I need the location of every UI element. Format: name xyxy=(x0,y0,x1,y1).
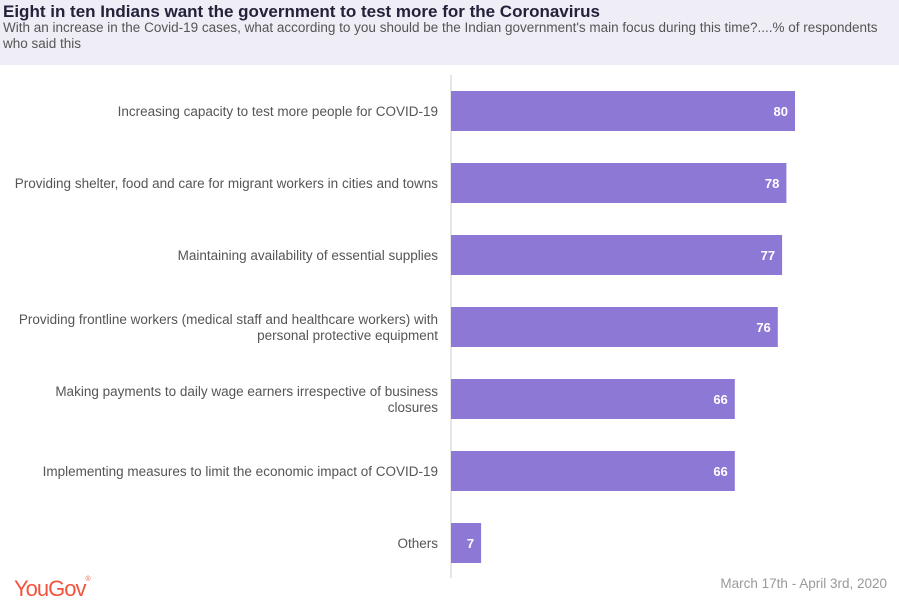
data-label: 78 xyxy=(765,176,779,191)
category-label: Maintaining availability of essential su… xyxy=(178,248,439,263)
header: Eight in ten Indians want the government… xyxy=(0,0,899,65)
category-label: closures xyxy=(388,400,439,415)
bar xyxy=(451,307,778,347)
bar xyxy=(451,451,735,491)
bar xyxy=(451,235,783,275)
data-label: 80 xyxy=(774,104,788,119)
category-label: Providing shelter, food and care for mig… xyxy=(15,176,438,191)
data-label: 76 xyxy=(756,320,770,335)
chart-title: Eight in ten Indians want the government… xyxy=(3,2,600,21)
category-label: Others xyxy=(397,536,438,551)
data-label: 77 xyxy=(761,248,775,263)
bar xyxy=(451,91,795,131)
data-label: 7 xyxy=(467,536,474,551)
bar xyxy=(451,163,787,203)
data-label: 66 xyxy=(713,392,727,407)
category-label: Implementing measures to limit the econo… xyxy=(43,464,438,479)
category-label: Making payments to daily wage earners ir… xyxy=(55,384,438,399)
bar xyxy=(451,523,482,563)
category-label: Increasing capacity to test more people … xyxy=(118,104,438,119)
date-range: March 17th - April 3rd, 2020 xyxy=(720,576,887,591)
category-label: personal protective equipment xyxy=(257,328,438,343)
chart-subtitle: With an increase in the Covid-19 cases, … xyxy=(3,20,878,51)
bar xyxy=(451,379,735,419)
yougov-logo: YouGov® xyxy=(14,576,91,601)
category-label: Providing frontline workers (medical sta… xyxy=(19,312,438,327)
data-label: 66 xyxy=(713,464,727,479)
